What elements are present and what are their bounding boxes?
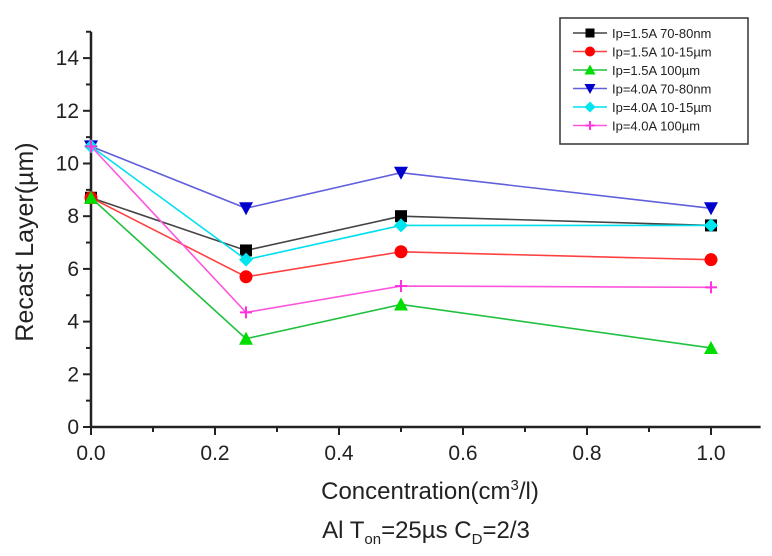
series-4 [84, 140, 718, 216]
series-line [90, 145, 712, 314]
plus-marker [240, 306, 252, 319]
y-tick-label: 2 [67, 363, 79, 386]
triangle-up-marker [239, 331, 253, 345]
chart-caption: Al Ton=25µs CD=2/3 [322, 517, 530, 548]
series-2 [84, 191, 718, 284]
plus-marker [585, 121, 595, 130]
triangle-up-marker [704, 340, 718, 354]
legend-label: Ip=1.5A 100µm [612, 63, 700, 78]
y-axis-label: Recast Layer(µm) [11, 142, 39, 341]
axes: 0 2 4 6 8 10 12 14 0.0 0.2 0.4 0.6 0.8 1.0 [56, 30, 761, 465]
x-tick-label: 0.8 [572, 442, 601, 465]
legend-item: Ip=4.0A 100µm [573, 119, 700, 134]
legend-item: Ip=4.0A 10-15µm [573, 100, 712, 115]
triangle-up-marker [84, 190, 98, 204]
legend-label: Ip=4.0A 100µm [612, 119, 700, 134]
x-tick-label: 1.0 [696, 442, 725, 465]
y-tick-label: 10 [56, 153, 79, 176]
x-axis-label: Concentration(cm3/l) [321, 477, 539, 505]
triangle-down-marker [704, 202, 718, 216]
triangle-down-marker [239, 202, 253, 216]
circle-marker [394, 245, 408, 259]
y-tick-label: 4 [67, 311, 79, 334]
x-tick-label: 0.4 [324, 442, 354, 465]
diamond-marker [584, 101, 596, 113]
circle-marker [585, 46, 595, 57]
x-tick-label: 0.6 [448, 442, 477, 465]
plot-area [84, 139, 718, 354]
y-tick-label: 12 [56, 100, 79, 123]
series-line [90, 197, 712, 349]
series-6 [85, 140, 717, 319]
series-line [90, 145, 712, 210]
square-marker [585, 28, 595, 38]
legend-label: Ip=1.5A 10-15µm [612, 45, 712, 60]
square-marker [240, 244, 252, 257]
legend-box [559, 17, 749, 145]
y-tick-label: 0 [67, 416, 79, 439]
series-3 [84, 190, 718, 354]
y-tick-label: 14 [56, 47, 80, 70]
legend-item: Ip=1.5A 10-15µm [573, 45, 712, 60]
legend: Ip=1.5A 70-80nm Ip=1.5A 10-15µm Ip=1.5A 10… [559, 17, 749, 145]
series-line [90, 197, 712, 278]
y-tick-label: 6 [67, 258, 79, 281]
plus-marker [705, 281, 717, 294]
triangle-up-marker [394, 297, 408, 311]
square-marker [395, 210, 407, 223]
triangle-up-marker [584, 64, 596, 75]
x-tick-label: 0.2 [200, 442, 229, 465]
legend-item: Ip=1.5A 70-80nm [573, 26, 711, 41]
diamond-marker [394, 218, 408, 233]
x-tick-label: 0.0 [76, 442, 105, 465]
legend-label: Ip=1.5A 70-80nm [612, 26, 711, 41]
plus-marker [85, 140, 97, 153]
series-line [90, 145, 711, 261]
circle-marker [704, 253, 718, 267]
circle-marker [239, 270, 253, 284]
y-tick-label: 8 [67, 205, 79, 228]
triangle-down-marker [584, 84, 596, 94]
diamond-marker [239, 252, 253, 267]
legend-label: Ip=4.0A 70-80nm [612, 82, 711, 97]
legend-item: Ip=1.5A 100µm [573, 63, 700, 78]
series-line [90, 196, 712, 252]
plus-marker [395, 280, 407, 293]
legend-label: Ip=4.0A 10-15µm [612, 100, 712, 115]
legend-item: Ip=4.0A 70-80nm [573, 82, 711, 97]
triangle-down-marker [394, 166, 408, 180]
diamond-marker [704, 218, 718, 233]
